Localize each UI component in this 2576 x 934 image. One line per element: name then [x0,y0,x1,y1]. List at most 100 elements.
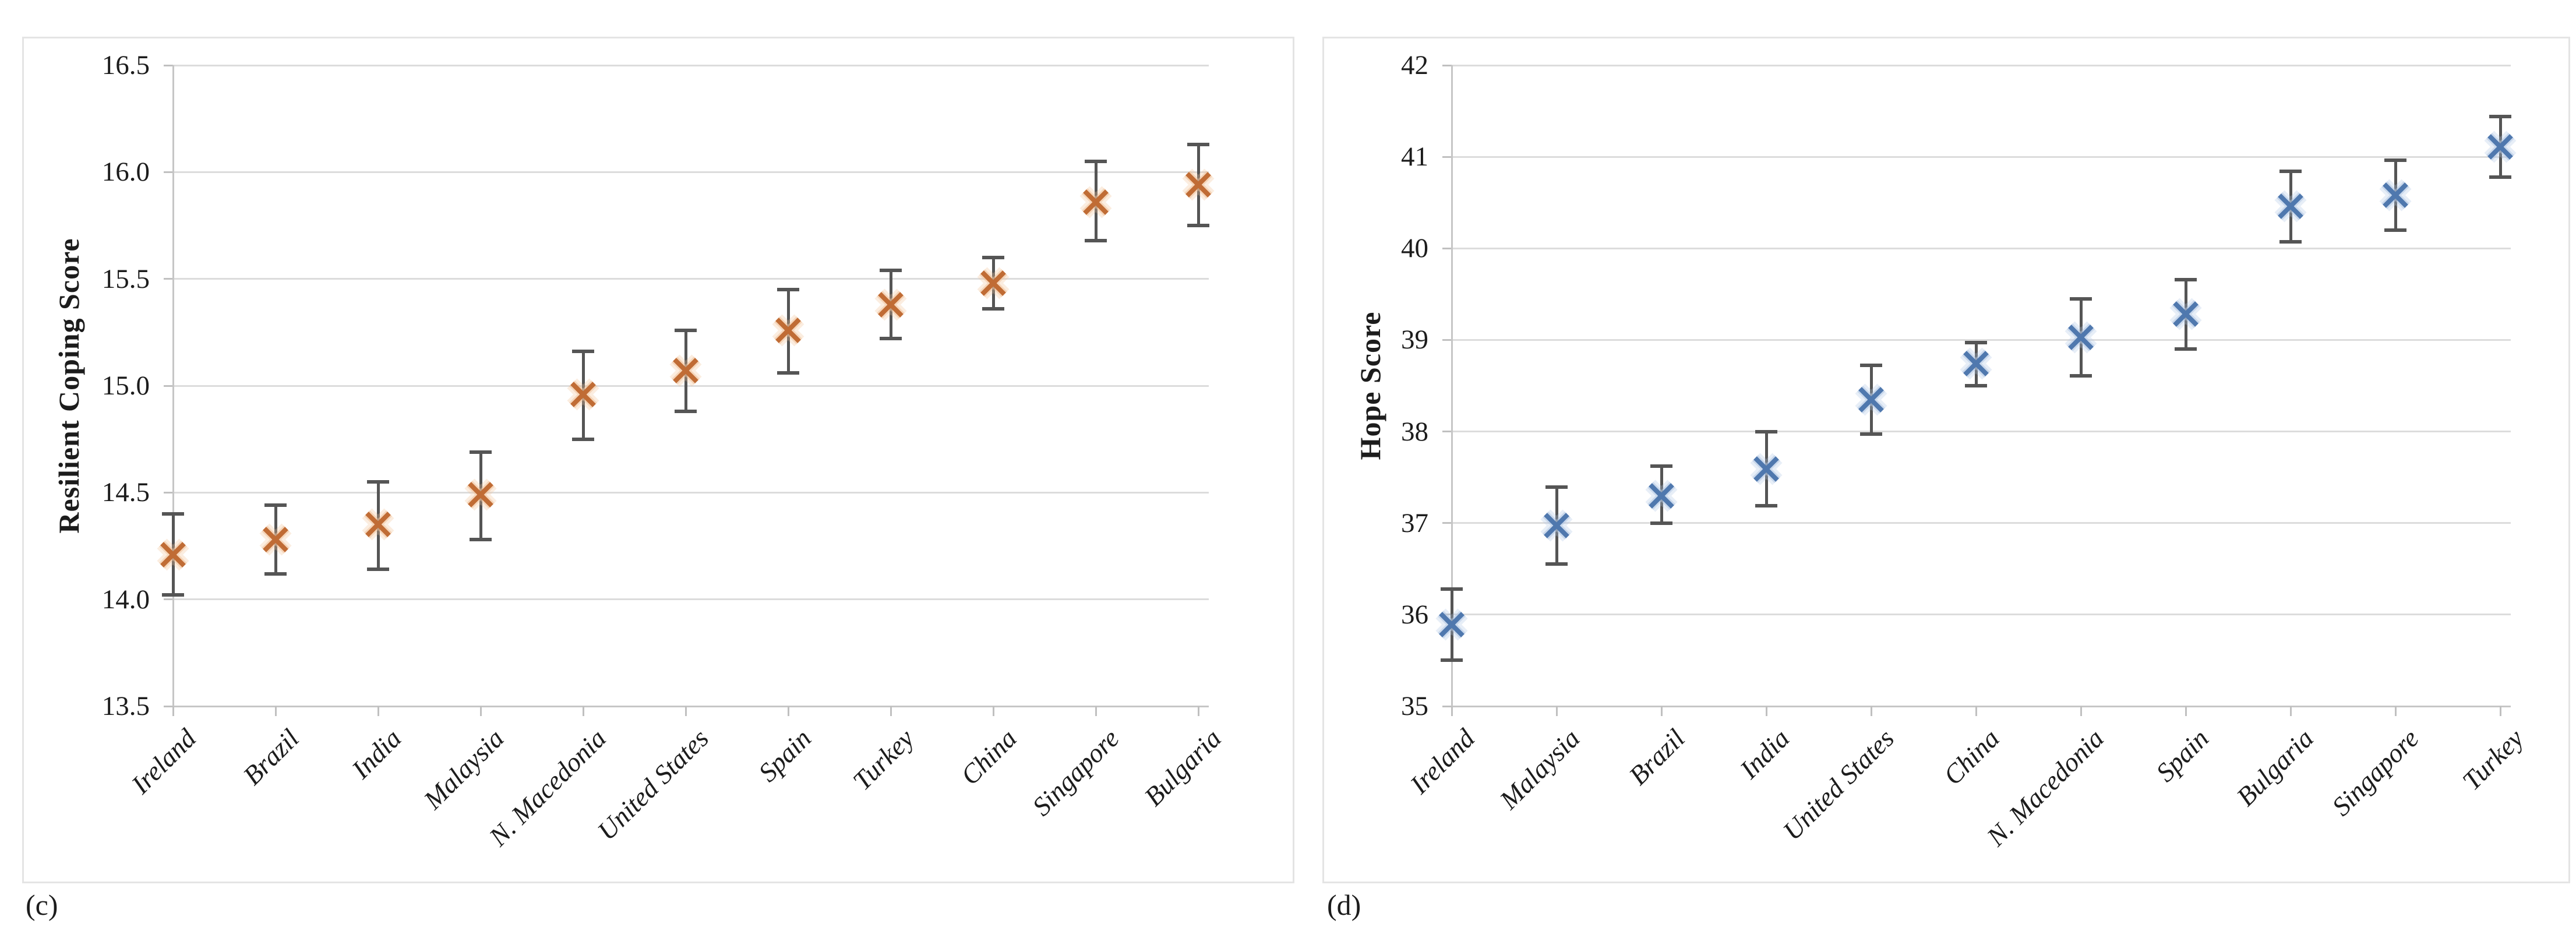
y-tick-label: 35 [1401,691,1428,721]
y-tick-label: 39 [1401,325,1428,355]
y-tick-label: 42 [1401,50,1428,80]
plot-gridline [1452,522,2511,524]
data-point-x-marker-icon [1750,453,1783,485]
error-bar-cap-top [2175,277,2197,281]
error-bar-cap-top [1085,160,1107,163]
panel-c [22,37,1294,883]
data-point-x-marker-icon [977,267,1010,299]
data-point-x-marker-icon [772,314,804,347]
data-point-x-marker-icon [1540,509,1573,542]
error-bar-cap-bottom [162,593,184,597]
error-bar-cap-top [675,328,697,332]
panel-label-c: (c) [26,889,58,921]
error-bar-cap-top [982,256,1004,259]
data-point-x-marker-icon [567,378,599,411]
data-point-x-marker-icon [2484,131,2517,163]
y-tick-label: 16.5 [101,50,150,80]
plot-gridline [1452,614,2511,616]
error-bar-cap-bottom [2489,175,2511,179]
data-point-x-marker-icon [157,538,189,571]
data-point-x-marker-icon [1855,383,1887,416]
plot-gridline [173,171,1209,173]
x-axis-tick [479,706,482,716]
x-axis-tick [2499,706,2501,716]
y-axis-tick [1442,431,1452,433]
error-bar-cap-bottom [2279,240,2302,244]
y-tick-label: 40 [1401,233,1428,264]
error-bar-cap-top [2384,158,2406,163]
y-axis-line [1451,65,1453,706]
data-point-x-marker-icon [874,288,907,321]
error-bar-cap-bottom [2384,228,2406,232]
plot-gridline [1452,64,2511,66]
error-bar-cap-top [777,288,799,291]
error-bar-cap-bottom [264,572,287,576]
y-tick-label: 41 [1401,142,1428,172]
error-bar-cap-top [162,512,184,516]
x-axis-tick [582,706,584,716]
y-tick-label: 15.0 [101,371,150,401]
x-axis-tick [2080,706,2082,716]
x-axis-tick [684,706,687,716]
data-point-x-marker-icon [1645,480,1678,512]
error-bar-cap-top [2070,297,2092,301]
data-point-x-marker-icon [1079,186,1112,218]
y-tick-label: 37 [1401,507,1428,538]
x-axis-tick [274,706,277,716]
error-bar-cap-bottom [470,538,492,541]
error-bar-cap-top [2279,170,2302,174]
x-axis-tick [1870,706,1872,716]
error-bar-cap-top [1441,587,1463,591]
x-axis-tick [1975,706,1977,716]
y-axis-tick [164,278,173,280]
error-bar-cap-top [1860,364,1882,368]
x-axis-tick [787,706,789,716]
error-bar-cap-bottom [1755,503,1777,507]
data-point-x-marker-icon [362,508,394,541]
plot-gridline [173,278,1209,280]
x-axis-tick [2394,706,2397,716]
error-bar-cap-top [264,503,287,507]
x-axis-tick [172,706,174,716]
error-bar-cap-bottom [777,371,799,375]
error-bar-cap-top [1650,464,1672,468]
data-point-x-marker-icon [259,523,292,556]
error-bar-cap-top [367,480,389,484]
error-bar-cap-top [1965,341,1987,345]
y-tick-label: 15.5 [101,263,150,294]
y-tick-label: 36 [1401,599,1428,630]
error-bar-cap-top [572,350,594,354]
plot-gridline [173,598,1209,601]
y-axis-tick [164,64,173,66]
x-axis-tick [1451,706,1453,716]
error-bar-cap-bottom [2175,347,2197,351]
error-bar-cap-bottom [982,307,1004,311]
error-bar-cap-top [2489,115,2511,118]
y-tick-label: 14.0 [101,584,150,615]
error-bar-cap-top [880,269,902,272]
y-axis-tick [164,598,173,601]
error-bar-cap-top [1755,429,1777,433]
y-axis-tick [1442,247,1452,249]
x-axis-tick [992,706,994,716]
error-bar-cap-bottom [1860,432,1882,436]
error-bar-cap-bottom [1085,238,1107,242]
error-bar-cap-bottom [367,568,389,572]
error-bar-cap-top [470,450,492,454]
x-axis-line [172,705,1209,707]
data-point-x-marker-icon [1960,347,1992,380]
data-point-x-marker-icon [2065,321,2097,354]
error-bar-cap-bottom [1965,384,1987,387]
plot-gridline [1452,247,2511,249]
error-bar-cap-bottom [2070,373,2092,378]
error-bar-cap-bottom [1650,521,1672,525]
error-bar-cap-bottom [880,337,902,341]
error-bar-cap-bottom [1187,224,1209,227]
x-axis-tick [1555,706,1558,716]
y-axis-tick [1442,64,1452,66]
plot-gridline [173,64,1209,66]
y-tick-label: 38 [1401,416,1428,447]
error-bar-cap-bottom [1545,562,1568,566]
y-axis-tick [164,705,173,707]
y-axis-tick [1442,705,1452,707]
